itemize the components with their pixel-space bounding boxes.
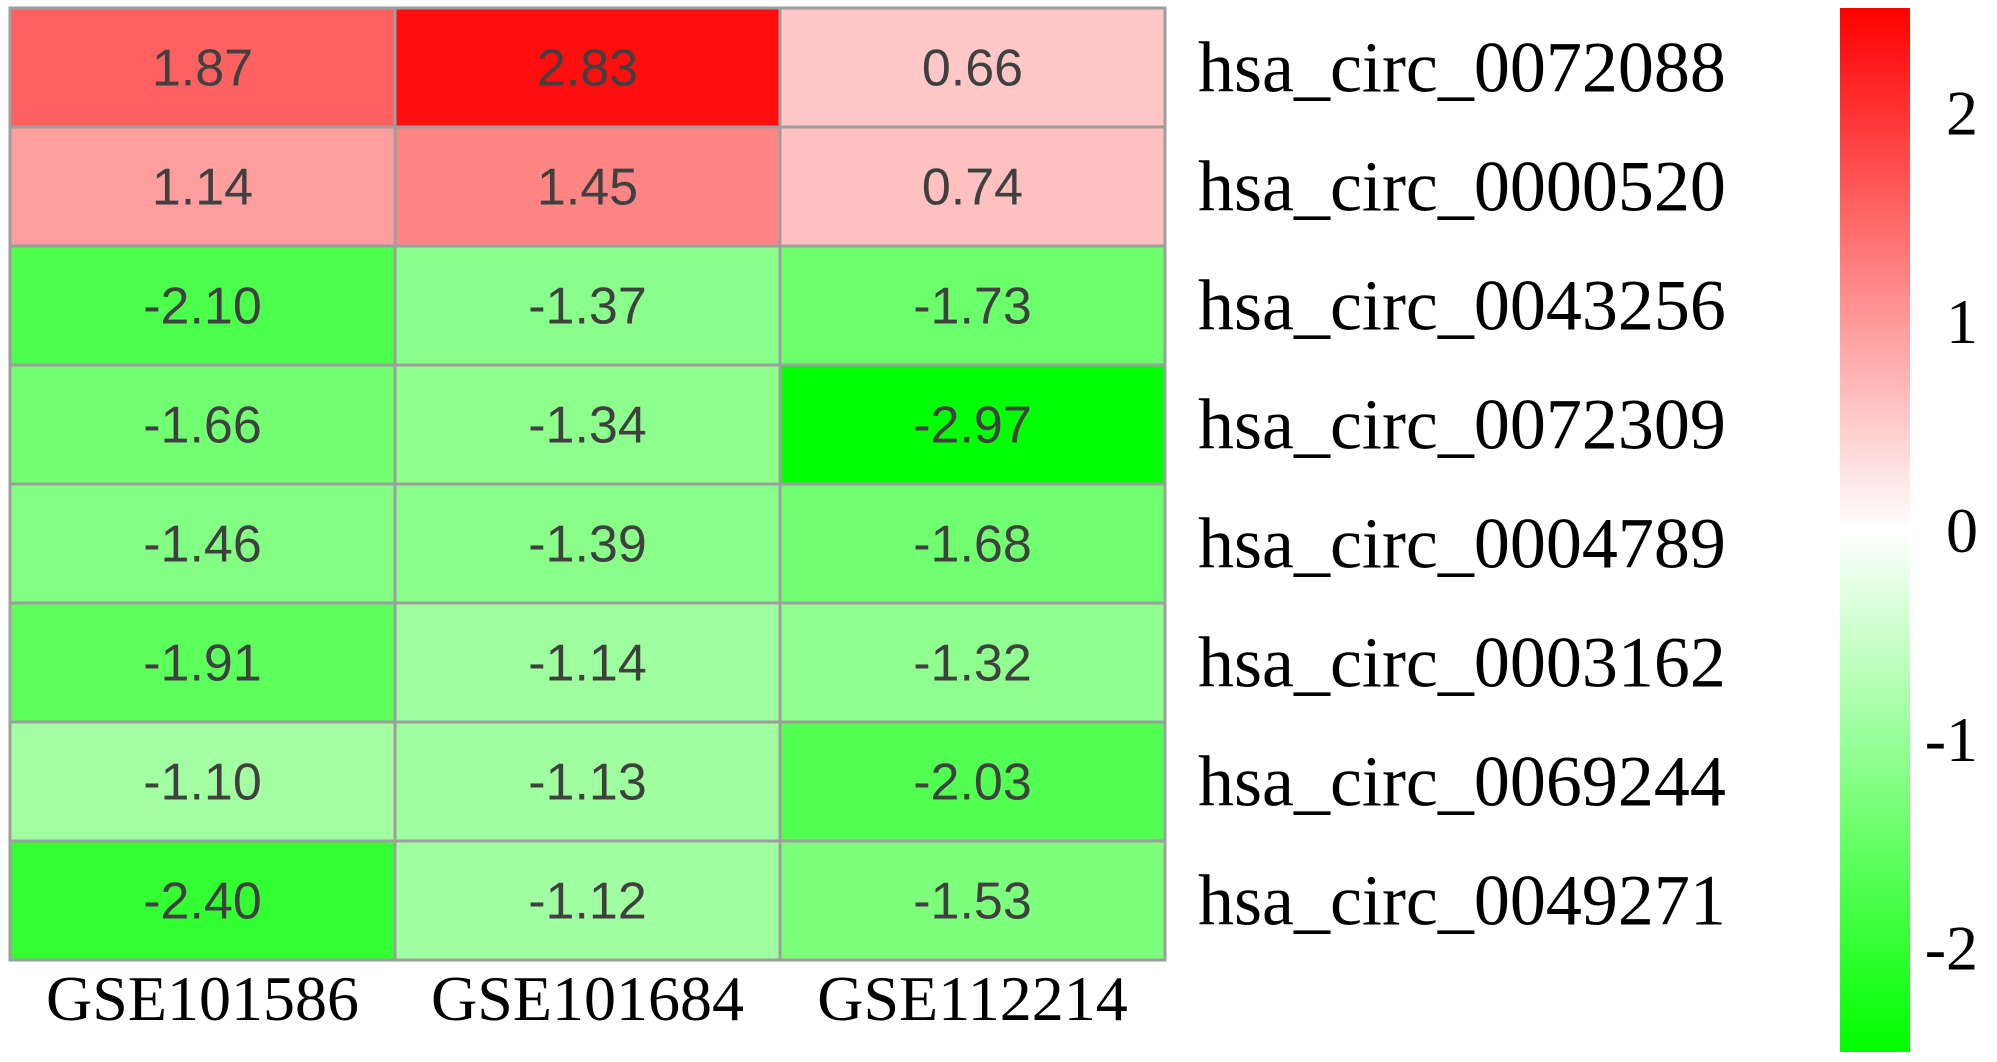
heatmap-cell [8, 601, 397, 724]
heatmap-grid: 1.87 2.83 0.66 1.14 1.45 0.74 -2.10 -1.37 -1.73 -… [8, 6, 1167, 962]
colorbar-gradient [1840, 8, 1910, 1052]
colorbar-tick-label: 2 [1946, 77, 1978, 148]
cell-value-label: -2.97 [913, 397, 1032, 455]
heatmap-cell [778, 363, 1167, 486]
cell-value-label: -1.13 [528, 754, 647, 812]
cell-value-label: -1.10 [143, 754, 262, 812]
row-label: hsa_circ_0043256 [1198, 266, 1726, 346]
cell-value-label: 1.87 [152, 40, 253, 98]
heatmap-cell [393, 244, 782, 367]
heatmap-cell [8, 720, 397, 843]
colorbar-tick-label: -2 [1925, 913, 1978, 984]
row-label: hsa_circ_0049271 [1198, 861, 1726, 941]
colorbar-tick-label: -1 [1925, 704, 1978, 775]
cell-value-label: -1.53 [913, 873, 1032, 931]
row-label: hsa_circ_0072088 [1198, 28, 1726, 108]
row-label: hsa_circ_0003162 [1198, 623, 1726, 703]
cell-value-label: 0.66 [922, 40, 1023, 98]
heatmap-cell [778, 6, 1167, 129]
column-label: GSE112214 [817, 963, 1128, 1034]
colorbar-tick-label: 0 [1946, 495, 1978, 566]
cell-value-label: 1.45 [537, 159, 638, 217]
cell-value-label: 1.14 [152, 159, 253, 217]
cell-value-label: -1.34 [528, 397, 647, 455]
heatmap-cell [778, 125, 1167, 248]
row-label: hsa_circ_0069244 [1198, 742, 1726, 822]
row-label: hsa_circ_0072309 [1198, 385, 1726, 465]
heatmap-cell [8, 839, 397, 962]
cell-value-label: -1.68 [913, 516, 1032, 574]
cell-value-label: -1.73 [913, 278, 1032, 336]
column-labels: GSE101586 GSE101684 GSE112214 [46, 963, 1128, 1034]
heatmap-cell [393, 720, 782, 843]
colorbar-tick-label: 1 [1946, 286, 1978, 357]
cell-value-label: -1.46 [143, 516, 262, 574]
heatmap-cell [778, 839, 1167, 962]
column-label: GSE101586 [46, 963, 359, 1034]
heatmap-cell [393, 6, 782, 129]
heatmap-cell [778, 601, 1167, 724]
cell-value-label: -1.91 [143, 635, 262, 693]
heatmap-cell [393, 601, 782, 724]
heatmap-cell [8, 363, 397, 486]
cell-value-label: -2.10 [143, 278, 262, 336]
cell-value-label: -1.14 [528, 635, 647, 693]
cell-value-label: -1.37 [528, 278, 647, 336]
cell-value-label: 0.74 [922, 159, 1023, 217]
row-label: hsa_circ_0004789 [1198, 504, 1726, 584]
cell-value-label: -1.39 [528, 516, 647, 574]
heatmap-cell [778, 720, 1167, 843]
heatmap-cell [8, 6, 397, 129]
color-legend: 2 1 0 -1 -2 [1840, 8, 1978, 1052]
cell-value-label: -1.66 [143, 397, 262, 455]
cell-value-label: 2.83 [537, 40, 638, 98]
row-labels: hsa_circ_0072088 hsa_circ_0000520 hsa_circ… [1198, 28, 1726, 941]
heatmap-cell [393, 839, 782, 962]
cell-value-label: -2.03 [913, 754, 1032, 812]
cell-value-label: -1.12 [528, 873, 647, 931]
cell-value-label: -2.40 [143, 873, 262, 931]
cell-value-label: -1.32 [913, 635, 1032, 693]
row-label: hsa_circ_0000520 [1198, 147, 1726, 227]
heatmap-cell [393, 482, 782, 605]
column-label: GSE101684 [431, 963, 744, 1034]
